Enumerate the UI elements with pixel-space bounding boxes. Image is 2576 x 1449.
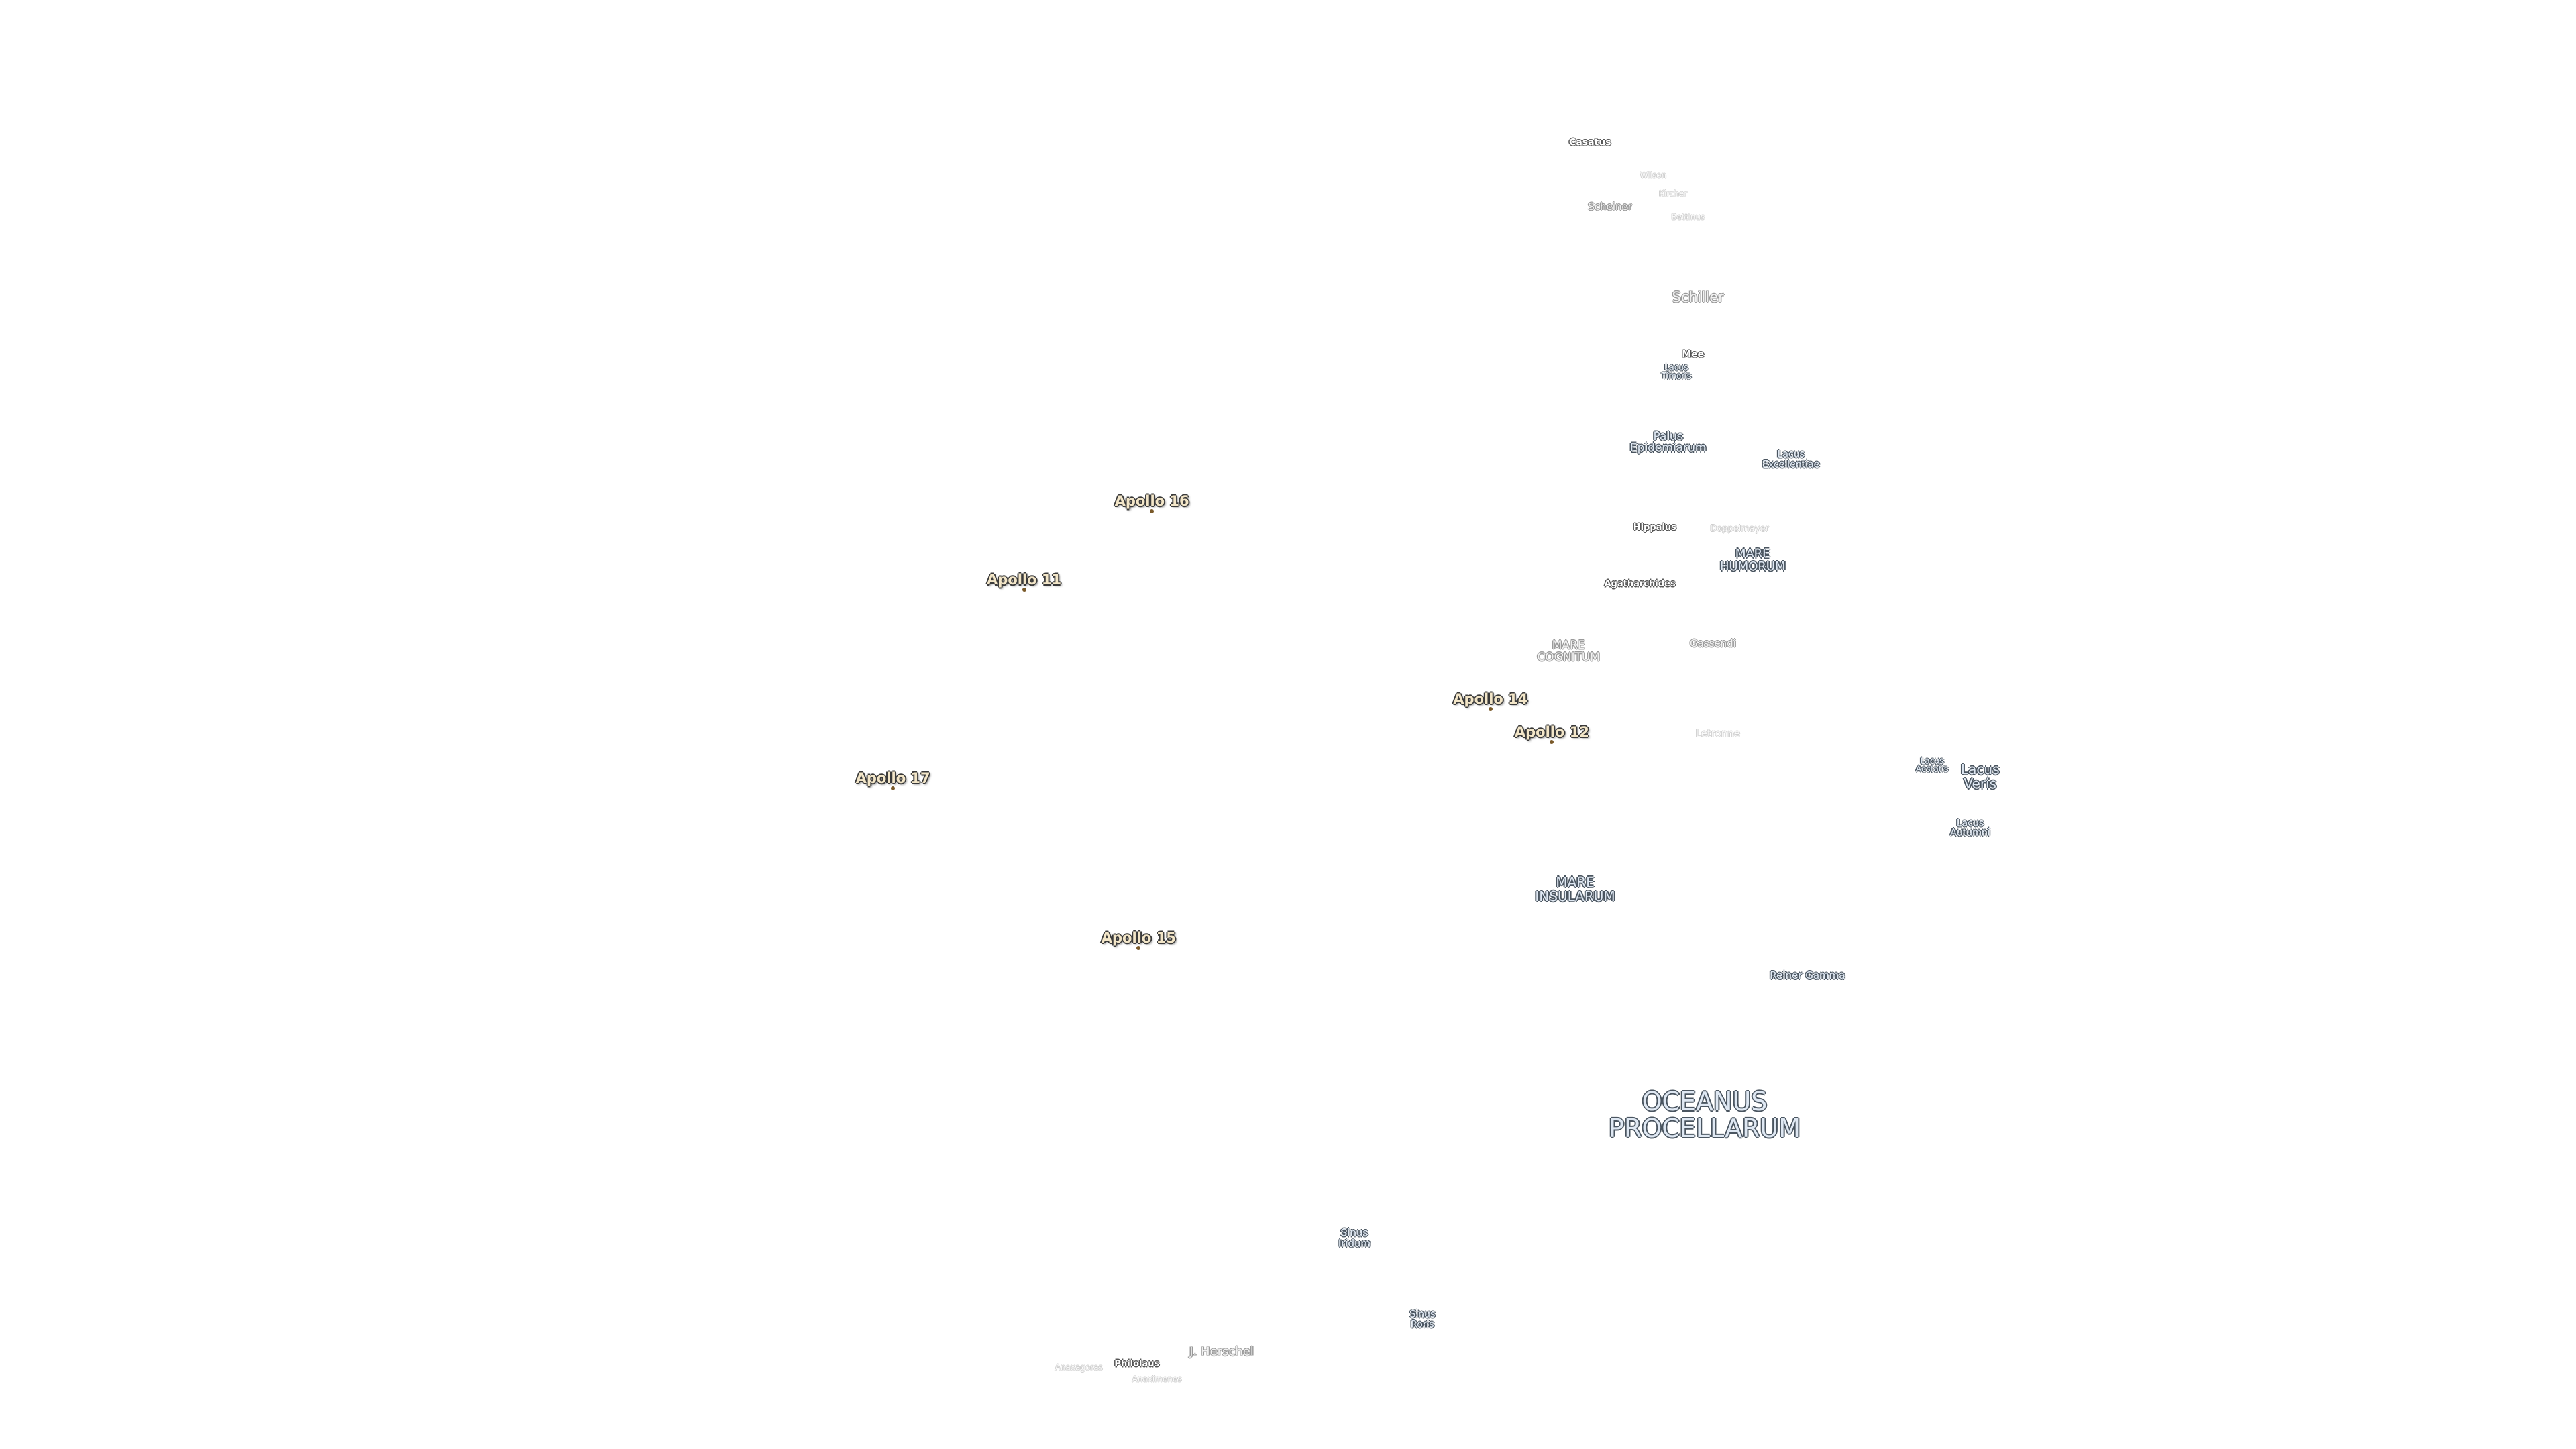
site-marker (1150, 509, 1155, 514)
map-label: Anaxagoras (1055, 1363, 1103, 1372)
label-line: Apollo 17 (855, 770, 930, 787)
label-line: Aestatis (1916, 764, 1948, 774)
label-line: Bettinus (1671, 212, 1705, 222)
label-line: Lacus (1664, 362, 1688, 372)
label-line: MARE (1735, 547, 1770, 561)
map-label: J. Herschel (1189, 1346, 1254, 1359)
map-label: Sinus Iridum (1338, 1226, 1371, 1249)
map-label: Apollo 14 (1453, 692, 1527, 706)
label-line: Autumni (1950, 827, 1990, 839)
label-line: Doppelmayer (1710, 524, 1769, 535)
label-line: Palus (1653, 429, 1683, 443)
map-label: MARE INSULARUM (1535, 875, 1615, 904)
map-label: Doppelmayer (1710, 525, 1769, 534)
label-line: Mee (1682, 350, 1705, 361)
label-line: Schiller (1672, 288, 1724, 305)
map-label: Anaximenes (1132, 1375, 1182, 1384)
label-line: Iridum (1338, 1236, 1371, 1249)
map-label: Mee (1682, 350, 1704, 360)
label-line: Kircher (1658, 189, 1688, 199)
map-label: Gassendi (1689, 637, 1736, 650)
label-line: Veris (1964, 775, 1997, 792)
map-label: Apollo 15 (1102, 930, 1176, 945)
label-line: Wilson (1640, 170, 1667, 180)
label-line: MARE (1556, 874, 1595, 891)
site-marker (1550, 740, 1554, 745)
map-label: Palus Epidemiarum (1630, 431, 1707, 455)
label-line: Scheiner (1588, 201, 1632, 213)
label-line: Timoris (1662, 371, 1691, 381)
map-label: MARE COGNITUM (1537, 639, 1600, 665)
label-line: OCEANUS (1642, 1086, 1768, 1116)
map-label: Apollo 16 (1115, 494, 1189, 508)
label-line: Anaxagoras (1055, 1362, 1103, 1373)
label-line: Casatus (1569, 137, 1611, 148)
map-label: Apollo 11 (987, 572, 1061, 586)
map-label: OCEANUS PROCELLARUM (1609, 1086, 1801, 1143)
label-line: Apollo 16 (1114, 493, 1189, 510)
map-label: Reiner Gamma (1770, 969, 1845, 981)
map-label: Letronne (1695, 727, 1741, 739)
map-label: Philolaus (1114, 1360, 1159, 1369)
label-line: Apollo 11 (987, 571, 1062, 588)
label-line: Apollo 15 (1101, 929, 1176, 946)
label-line: Reiner Gamma (1770, 969, 1845, 981)
site-marker (891, 786, 896, 791)
map-label: Wilson (1640, 172, 1666, 180)
label-line: HUMORUM (1719, 559, 1786, 574)
label-line: Philolaus (1114, 1358, 1160, 1369)
map-label: Lacus Aestatis (1916, 757, 1948, 773)
map-label: Bettinus (1671, 213, 1705, 222)
map-label: Lacus Autumni (1950, 818, 1990, 838)
label-line: Apollo 12 (1514, 724, 1589, 741)
label-line: Gassendi (1689, 637, 1736, 650)
label-line: Letronne (1695, 727, 1741, 739)
map-label: Kircher (1659, 190, 1687, 199)
label-line: Lacus (1920, 756, 1944, 766)
map-label: Lacus Timoris (1662, 364, 1691, 380)
label-line: MARE (1552, 639, 1585, 653)
label-line: INSULARUM (1535, 888, 1615, 905)
label-line: COGNITUM (1537, 651, 1600, 665)
label-line: PROCELLARUM (1609, 1113, 1801, 1143)
map-label: MARE HUMORUM (1719, 547, 1786, 574)
label-line: Roris (1411, 1319, 1434, 1330)
map-label: Sinus Roris (1409, 1309, 1435, 1329)
map-label: Agatharchides (1604, 580, 1675, 589)
map-label: Scheiner (1588, 202, 1632, 213)
map-label: Hippalus (1633, 523, 1676, 533)
site-marker (1022, 587, 1026, 592)
label-line: Lacus (1956, 817, 1984, 828)
label-line: Sinus (1340, 1226, 1368, 1239)
label-line: Agatharchides (1604, 579, 1676, 590)
label-line: Epidemiarum (1629, 441, 1707, 455)
label-line: Excellentiae (1762, 459, 1820, 470)
label-line: Anaximenes (1132, 1374, 1182, 1384)
label-line: Lacus (1961, 761, 2000, 777)
label-line: J. Herschel (1189, 1345, 1254, 1360)
map-label: Apollo 12 (1515, 724, 1589, 739)
site-marker (1136, 945, 1141, 950)
map-label: Casatus (1569, 138, 1611, 148)
site-marker (1488, 706, 1493, 711)
map-label: Lacus Excellentiae (1762, 449, 1820, 470)
label-line: Hippalus (1633, 522, 1676, 533)
map-label: Apollo 17 (856, 771, 930, 786)
map-label: Lacus Veris (1961, 761, 2000, 792)
map-label: Schiller (1672, 290, 1724, 305)
label-line: Apollo 14 (1453, 690, 1528, 707)
label-line: Lacus (1777, 449, 1805, 460)
label-line: Sinus (1409, 1309, 1436, 1320)
